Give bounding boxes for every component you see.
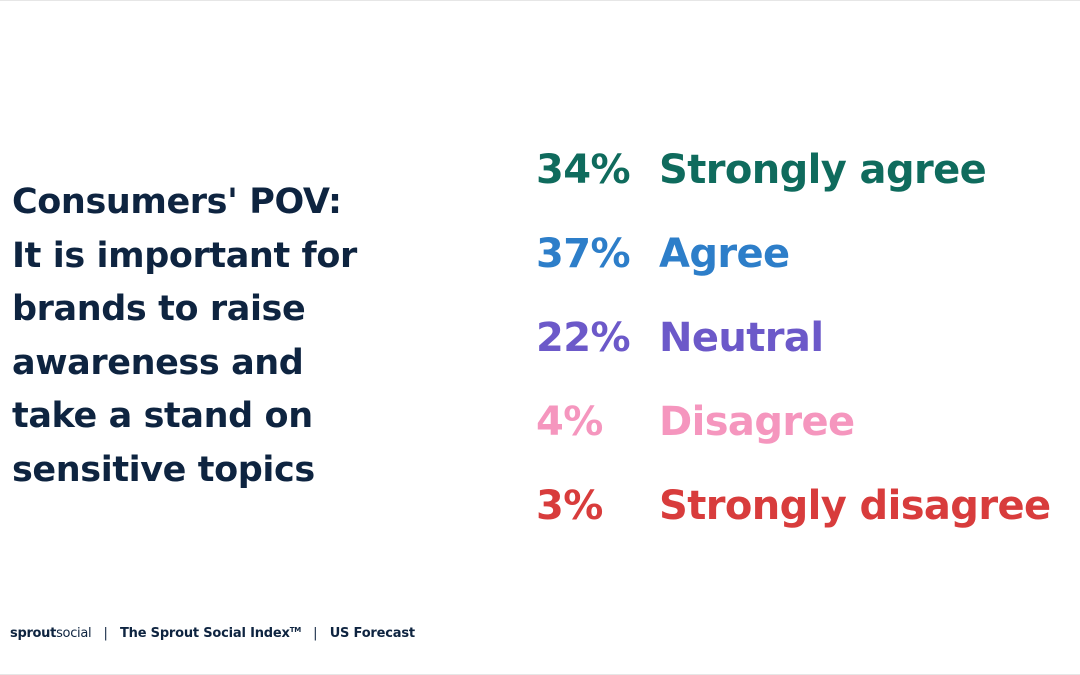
footer: sproutsocial | The Sprout Social IndexTM… (10, 620, 415, 641)
response-label: Strongly agree (659, 147, 987, 193)
percent-value: 22% (536, 315, 631, 361)
percent-value: 37% (536, 231, 631, 277)
response-label: Disagree (659, 399, 855, 445)
headline-line: sensitive topics (12, 449, 315, 490)
response-row: 37% Agree (536, 224, 1076, 308)
sprout-social-logo: sproutsocial (10, 626, 92, 641)
headline-line: brands to raise (12, 289, 306, 329)
trademark-mark: TM (289, 626, 302, 634)
footer-separator: | (103, 626, 108, 641)
percent-value: 4% (536, 399, 603, 445)
headline-line: awareness and (12, 342, 304, 383)
region-label: US Forecast (329, 626, 415, 641)
response-breakdown: 34% Strongly agree 37% Agree 22% Neutral… (536, 140, 1076, 560)
response-row: 34% Strongly agree (536, 140, 1076, 224)
top-divider (0, 0, 1080, 1)
headline: Consumers' POV: It is important for bran… (12, 176, 412, 497)
footer-separator: | (313, 626, 318, 641)
headline-line: take a stand on (12, 396, 313, 436)
response-row: 22% Neutral (536, 308, 1076, 392)
response-label: Strongly disagree (659, 483, 1051, 529)
report-name: The Sprout Social IndexTM (120, 626, 302, 641)
response-label: Neutral (659, 315, 824, 361)
percent-value: 34% (536, 147, 631, 193)
headline-line: Consumers' POV: (12, 182, 342, 222)
headline-line: It is important for (12, 235, 357, 276)
response-label: Agree (659, 231, 790, 277)
percent-value: 3% (536, 483, 603, 529)
response-row: 4% Disagree (536, 392, 1076, 476)
response-row: 3% Strongly disagree (536, 476, 1076, 560)
